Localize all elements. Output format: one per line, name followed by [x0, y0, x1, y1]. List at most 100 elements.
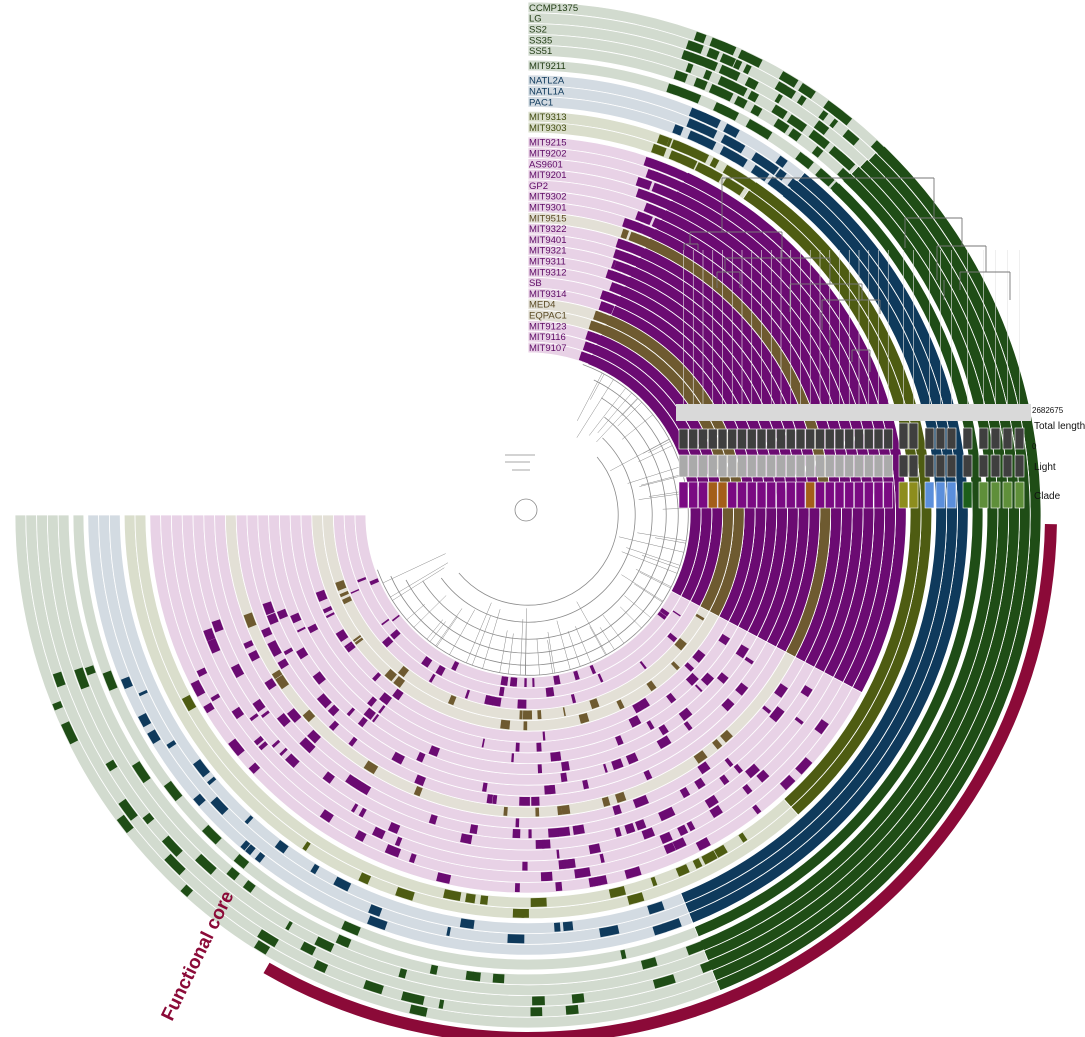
gene-hit: [381, 618, 390, 626]
gene-hit: [582, 779, 589, 790]
gene-hit: [677, 824, 689, 837]
clade-cell: [698, 481, 708, 509]
clade-cell: [688, 481, 699, 509]
tree-branch: [435, 608, 463, 647]
light-cell: [898, 454, 909, 478]
gene-hit: [397, 665, 410, 678]
gene-hit: [721, 698, 735, 712]
tree-branch: [622, 414, 654, 440]
tree-branch: [575, 626, 591, 663]
gene-hit: [258, 741, 268, 751]
clade-cell: [824, 481, 835, 509]
genome-label: MIT9301: [529, 203, 567, 214]
gene-hit: [684, 662, 695, 672]
gene-hit: [830, 181, 850, 201]
gene-hit: [726, 137, 740, 151]
genome-label: NATL2A: [529, 76, 565, 87]
tree-branch: [499, 630, 508, 673]
light-cell: [824, 454, 835, 478]
gene-hit: [531, 796, 540, 806]
gene-hit: [627, 892, 645, 905]
gene-hit: [659, 162, 678, 177]
gene-hit: [118, 798, 138, 821]
gene-hit: [716, 672, 729, 684]
gene-hit: [683, 172, 693, 184]
gene-hit: [892, 838, 906, 853]
gene-hit: [436, 872, 452, 884]
total-length-bar: [717, 428, 728, 450]
gene-hit: [613, 272, 625, 284]
gene-hit: [261, 626, 273, 638]
gene-hit: [519, 710, 523, 720]
gene-hit: [788, 853, 800, 865]
genome-label: CCMP1375: [529, 3, 578, 14]
gene-hit: [628, 715, 641, 728]
gene-hit: [918, 815, 939, 838]
gene-hit: [393, 675, 406, 688]
genome-label: MIT9312: [529, 267, 567, 278]
gene-hit: [692, 649, 706, 663]
gene-hit: [661, 210, 674, 223]
gene-hit: [845, 724, 857, 734]
total-length-bar: [746, 428, 757, 450]
gene-hit: [521, 908, 525, 918]
gene-hit: [618, 239, 630, 251]
genome-label: MIT9123: [529, 321, 567, 332]
tree-branch: [440, 437, 636, 623]
gene-hit: [382, 636, 394, 648]
gene-hit: [604, 315, 614, 326]
gene-hit: [394, 836, 403, 847]
gene-hit: [384, 844, 402, 858]
clade-cell: [785, 481, 796, 509]
light-cell: [924, 454, 935, 478]
gene-hit: [550, 751, 562, 762]
gene-hit: [660, 607, 670, 616]
gene-hit: [530, 1007, 543, 1017]
gene-hit: [788, 128, 802, 142]
gene-hit: [687, 130, 704, 144]
gene-hit: [599, 853, 605, 863]
genome-label: LG: [529, 14, 542, 25]
gene-hit: [701, 850, 718, 865]
gene-hit: [756, 924, 765, 935]
gene-hit: [328, 720, 340, 731]
gene-hit: [829, 783, 844, 798]
tree-branch: [567, 630, 581, 667]
tree-branch: [576, 379, 614, 438]
gene-hit: [530, 897, 547, 907]
gene-hit: [810, 819, 823, 832]
gene-hit: [345, 643, 356, 653]
gene-hit: [698, 135, 717, 151]
gene-hit: [672, 124, 683, 136]
gene-hit: [712, 738, 723, 750]
tree-branch: [392, 567, 445, 601]
gene-hit: [750, 164, 770, 182]
gene-hit: [492, 794, 498, 805]
gene-hit: [367, 696, 377, 707]
gene-hit: [717, 76, 735, 91]
gene-hit: [261, 710, 270, 718]
gene-hit: [641, 827, 656, 840]
gene-hit: [837, 167, 857, 187]
gene-hit: [739, 940, 757, 956]
gene-hit: [313, 960, 329, 974]
gene-hit: [778, 109, 788, 120]
light-cell: [962, 454, 973, 478]
gene-hit: [279, 747, 288, 756]
gene-hit: [759, 126, 773, 140]
gene-hit: [312, 671, 326, 685]
gene-hit: [905, 747, 916, 757]
gene-hit: [240, 840, 251, 851]
gene-hit: [620, 286, 629, 297]
genome-label: MIT9321: [529, 246, 567, 257]
total-length-bar: [815, 428, 825, 450]
gene-hit: [648, 158, 657, 169]
gene-hit: [514, 883, 520, 893]
light-cell: [935, 454, 946, 478]
gene-hit: [556, 849, 560, 859]
gene-hit: [842, 129, 860, 146]
clade-cell: [924, 481, 935, 509]
gene-hit: [695, 613, 705, 621]
gene-hit: [515, 818, 520, 828]
total-length-bar: [1014, 427, 1025, 450]
